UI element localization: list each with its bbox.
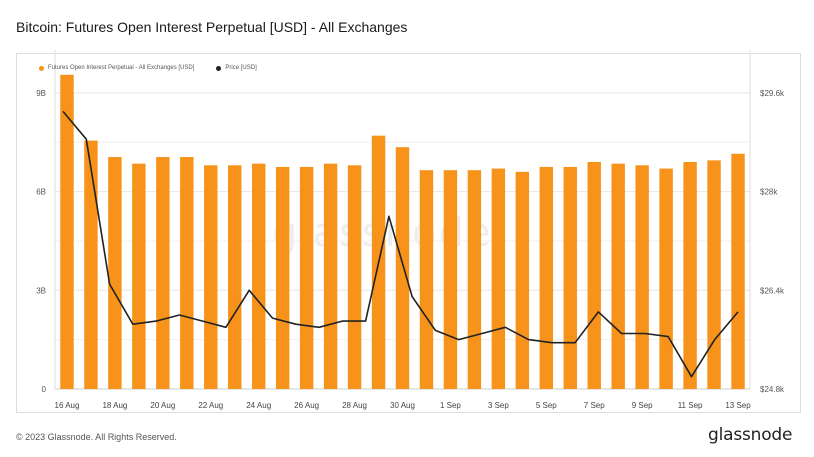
legend-item-open-interest[interactable]: Futures Open Interest Perpetual - All Ex… <box>39 65 194 71</box>
bar <box>84 140 98 389</box>
bar <box>323 163 338 389</box>
bar <box>180 157 194 389</box>
x-tick-label: 20 Aug <box>150 401 175 410</box>
x-tick-label: 13 Sep <box>725 401 751 410</box>
bar <box>707 160 721 389</box>
bar <box>515 171 530 389</box>
bar <box>132 163 146 389</box>
bar <box>419 170 434 389</box>
bar <box>683 161 697 389</box>
bar <box>491 168 506 389</box>
x-tick-label: 5 Sep <box>536 401 557 410</box>
bar <box>539 166 554 389</box>
bar <box>587 161 601 389</box>
chart-legend: Futures Open Interest Perpetual - All Ex… <box>39 65 279 71</box>
x-tick-label: 30 Aug <box>390 401 415 410</box>
y-left-tick-label: 0 <box>42 385 47 394</box>
legend-label-open-interest: Futures Open Interest Perpetual - All Ex… <box>48 65 195 71</box>
bar <box>635 165 649 389</box>
y-right-tick-label: $28k <box>760 188 778 197</box>
bar <box>156 157 170 389</box>
legend-swatch-price <box>216 65 222 71</box>
y-left-tick-label: 6B <box>36 188 46 197</box>
bar <box>467 170 482 389</box>
legend-label-price: Price [USD] <box>225 65 257 71</box>
brand-logo[interactable]: glassnode <box>708 425 793 445</box>
bar <box>204 165 218 389</box>
bar <box>443 170 458 389</box>
x-tick-label: 1 Sep <box>440 401 461 410</box>
x-tick-label: 11 Sep <box>678 401 703 410</box>
x-tick-label: 18 Aug <box>102 401 127 410</box>
y-right-tick-label: $24.8k <box>760 385 785 394</box>
legend-item-price[interactable]: Price [USD] <box>216 65 257 71</box>
chart-title: Bitcoin: Futures Open Interest Perpetual… <box>16 19 408 35</box>
bar <box>563 166 577 389</box>
x-tick-label: 16 Aug <box>55 401 80 410</box>
bar <box>60 74 74 390</box>
bar <box>275 166 290 389</box>
copyright-text: © 2023 Glassnode. All Rights Reserved. <box>16 432 177 442</box>
x-tick-label: 3 Sep <box>488 401 509 410</box>
bar <box>108 157 122 389</box>
y-right-tick-label: $29.6k <box>760 89 785 98</box>
bar <box>347 165 362 389</box>
bar <box>395 147 410 389</box>
y-left-tick-label: 3B <box>36 286 46 295</box>
x-tick-label: 7 Sep <box>584 401 605 410</box>
bar <box>731 153 745 389</box>
x-tick-label: 28 Aug <box>342 401 367 410</box>
bar <box>611 163 625 389</box>
bar <box>659 168 673 389</box>
bar <box>251 163 266 389</box>
x-tick-label: 22 Aug <box>198 401 223 410</box>
bar <box>228 165 242 389</box>
y-left-tick-label: 9B <box>36 89 46 98</box>
y-right-tick-label: $26.4k <box>760 286 785 295</box>
x-tick-label: 24 Aug <box>246 401 271 410</box>
bar <box>299 166 314 389</box>
x-tick-label: 26 Aug <box>294 401 319 410</box>
price-line <box>62 110 739 378</box>
legend-swatch-open-interest <box>39 65 44 71</box>
x-tick-label: 9 Sep <box>632 401 653 410</box>
